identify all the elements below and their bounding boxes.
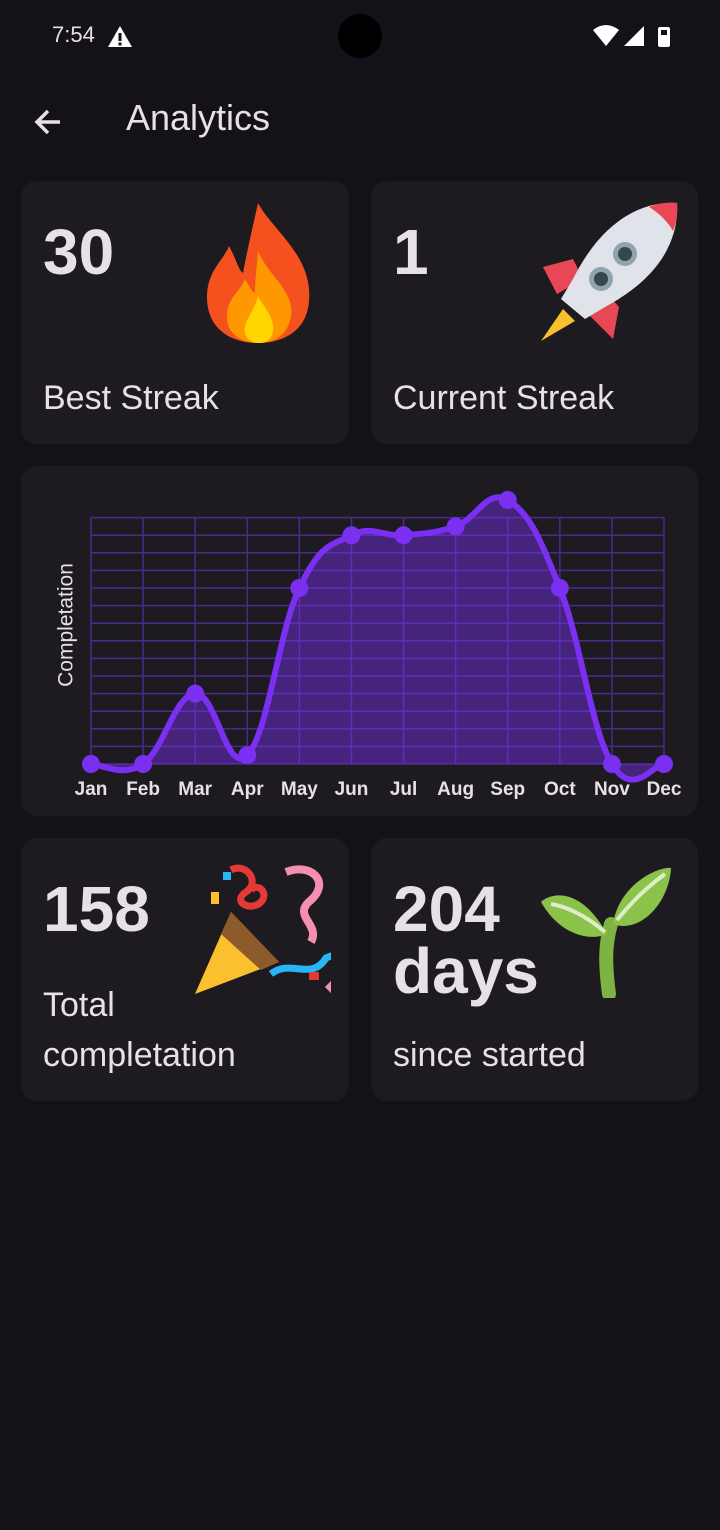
data-point xyxy=(446,517,465,536)
x-tick-label: Jul xyxy=(390,779,417,800)
data-point xyxy=(238,746,257,765)
data-point xyxy=(290,579,309,597)
chart: Completation Jan Feb Mar Apr May Jun Jul Aug Sep… xyxy=(55,491,682,800)
status-time: 7:54 xyxy=(52,22,95,47)
camera xyxy=(338,14,382,58)
data-point xyxy=(394,526,413,545)
x-tick-label: Mar xyxy=(178,779,212,800)
x-tick-label: Dec xyxy=(647,779,682,800)
stat-value: 204 days xyxy=(393,873,539,1007)
stat-value: 158 xyxy=(43,873,150,945)
x-tick-label: Jan xyxy=(75,779,108,800)
stat-card: 30 Best Streak xyxy=(21,181,349,444)
stat-label: since started xyxy=(393,1036,586,1074)
x-tick-label: Feb xyxy=(126,779,160,800)
back-button[interactable] xyxy=(30,104,66,140)
data-point xyxy=(498,491,517,509)
alert-icon xyxy=(108,26,132,47)
data-point xyxy=(342,526,361,545)
x-tick-label: Oct xyxy=(544,779,576,800)
x-tick-label: Jun xyxy=(335,779,369,800)
app-title: Analytics xyxy=(126,97,271,138)
rocket-icon xyxy=(541,202,678,341)
data-point xyxy=(655,755,673,773)
stat-label: Current Streak xyxy=(393,379,615,417)
x-tick-label: May xyxy=(281,779,318,800)
x-tick-label: Sep xyxy=(490,779,525,800)
y-axis-label: Completation xyxy=(55,563,78,687)
stat-value: 30 xyxy=(43,216,115,288)
chart-card: Completation Jan Feb Mar Apr May Jun Jul Aug Sep… xyxy=(21,466,698,816)
data-point xyxy=(186,684,205,703)
fire-icon xyxy=(207,203,310,343)
data-point xyxy=(602,755,621,773)
status-icons xyxy=(593,25,670,47)
x-tick-label: Aug xyxy=(437,779,474,800)
stat-card: 158 Total completation xyxy=(21,838,349,1101)
stat-card: 1 Current Streak xyxy=(371,181,698,444)
stat-card: 204 days since started xyxy=(371,838,698,1101)
stat-label: Best Streak xyxy=(43,379,219,417)
x-tick-label: Nov xyxy=(594,779,630,800)
data-point xyxy=(82,755,100,773)
party-popper-icon xyxy=(195,864,331,995)
data-point xyxy=(550,579,569,597)
seedling-icon xyxy=(541,867,671,998)
stat-value: 1 xyxy=(393,216,429,288)
data-point xyxy=(134,755,153,773)
x-tick-label: Apr xyxy=(231,779,264,800)
area xyxy=(91,497,664,780)
stat-label: Total completation xyxy=(43,986,236,1074)
